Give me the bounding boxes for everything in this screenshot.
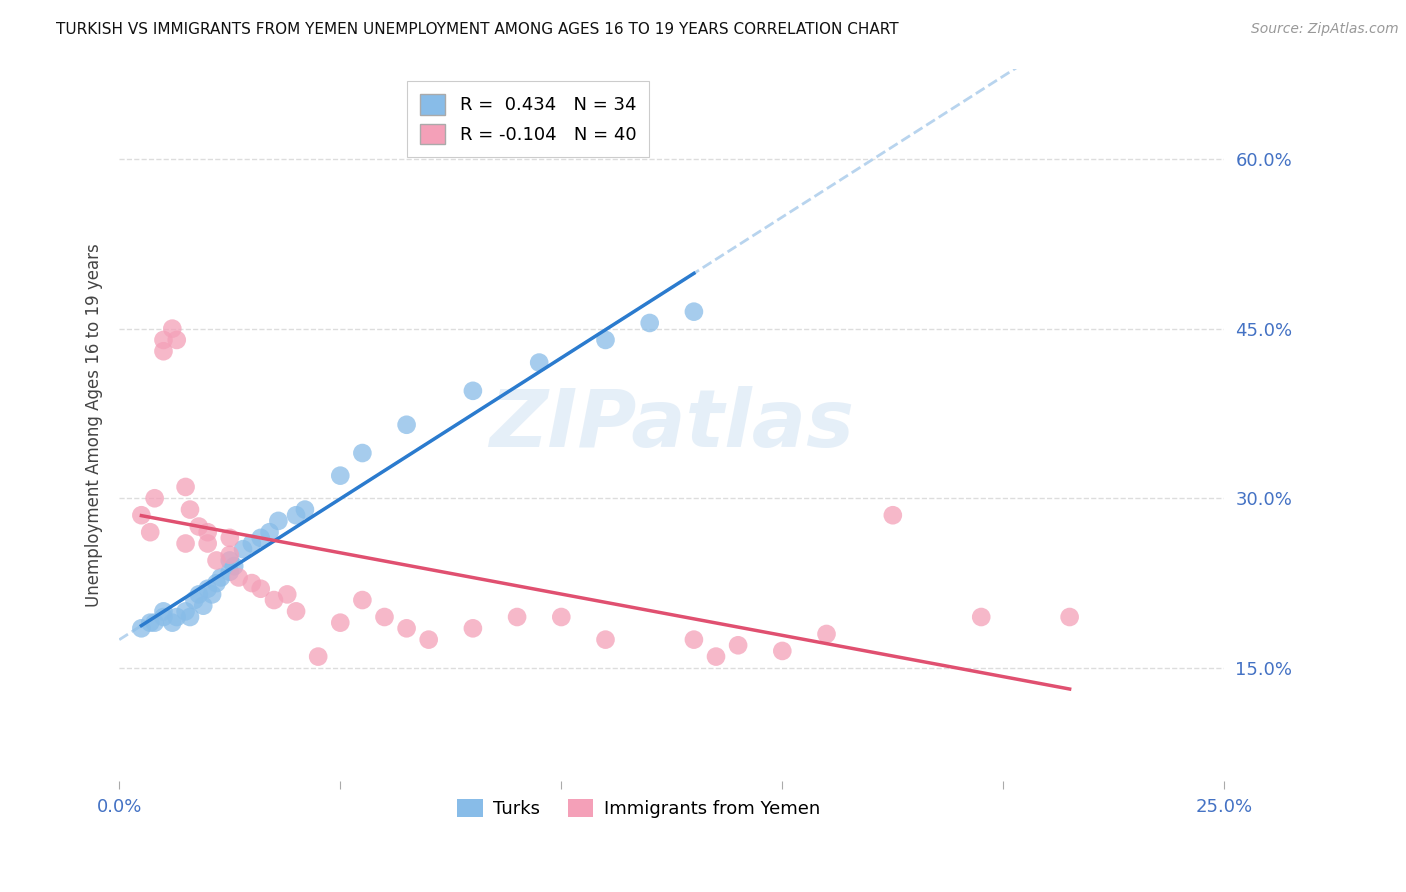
- Point: [307, 649, 329, 664]
- Point: [143, 491, 166, 506]
- Point: [418, 632, 440, 647]
- Point: [240, 576, 263, 591]
- Point: [179, 610, 201, 624]
- Point: [595, 632, 617, 647]
- Point: [228, 570, 250, 584]
- Point: [352, 446, 374, 460]
- Point: [232, 542, 254, 557]
- Point: [174, 536, 197, 550]
- Point: [770, 644, 793, 658]
- Point: [143, 615, 166, 630]
- Point: [527, 355, 550, 369]
- Point: [329, 615, 352, 630]
- Point: [815, 627, 838, 641]
- Point: [197, 525, 219, 540]
- Point: [267, 514, 290, 528]
- Point: [205, 576, 228, 591]
- Point: [276, 587, 298, 601]
- Point: [179, 502, 201, 516]
- Point: [704, 649, 727, 664]
- Point: [174, 480, 197, 494]
- Point: [285, 604, 308, 618]
- Point: [240, 536, 263, 550]
- Point: [218, 548, 240, 562]
- Point: [201, 587, 224, 601]
- Point: [683, 632, 706, 647]
- Point: [218, 553, 240, 567]
- Point: [139, 525, 162, 540]
- Point: [152, 610, 174, 624]
- Text: Source: ZipAtlas.com: Source: ZipAtlas.com: [1251, 22, 1399, 37]
- Point: [263, 593, 285, 607]
- Point: [187, 587, 209, 601]
- Point: [259, 525, 281, 540]
- Point: [249, 531, 271, 545]
- Point: [285, 508, 308, 523]
- Point: [249, 582, 271, 596]
- Point: [461, 384, 484, 398]
- Point: [131, 508, 153, 523]
- Point: [183, 593, 205, 607]
- Point: [352, 593, 374, 607]
- Point: [131, 621, 153, 635]
- Point: [373, 610, 395, 624]
- Text: ZIPatlas: ZIPatlas: [489, 385, 855, 464]
- Point: [1059, 610, 1081, 624]
- Point: [683, 304, 706, 318]
- Point: [882, 508, 904, 523]
- Point: [638, 316, 661, 330]
- Point: [193, 599, 215, 613]
- Point: [329, 468, 352, 483]
- Point: [152, 604, 174, 618]
- Point: [139, 615, 162, 630]
- Point: [187, 519, 209, 533]
- Point: [294, 502, 316, 516]
- Y-axis label: Unemployment Among Ages 16 to 19 years: Unemployment Among Ages 16 to 19 years: [86, 243, 103, 607]
- Point: [395, 417, 418, 432]
- Legend: Turks, Immigrants from Yemen: Turks, Immigrants from Yemen: [450, 791, 827, 825]
- Point: [727, 638, 749, 652]
- Point: [152, 344, 174, 359]
- Point: [224, 559, 246, 574]
- Point: [550, 610, 572, 624]
- Point: [218, 531, 240, 545]
- Point: [970, 610, 993, 624]
- Text: TURKISH VS IMMIGRANTS FROM YEMEN UNEMPLOYMENT AMONG AGES 16 TO 19 YEARS CORRELAT: TURKISH VS IMMIGRANTS FROM YEMEN UNEMPLO…: [56, 22, 898, 37]
- Point: [595, 333, 617, 347]
- Point: [152, 333, 174, 347]
- Point: [395, 621, 418, 635]
- Point: [197, 582, 219, 596]
- Point: [162, 615, 184, 630]
- Point: [218, 565, 240, 579]
- Point: [461, 621, 484, 635]
- Point: [174, 604, 197, 618]
- Point: [205, 553, 228, 567]
- Point: [162, 321, 184, 335]
- Point: [166, 333, 188, 347]
- Point: [506, 610, 529, 624]
- Point: [197, 536, 219, 550]
- Point: [209, 570, 232, 584]
- Point: [166, 610, 188, 624]
